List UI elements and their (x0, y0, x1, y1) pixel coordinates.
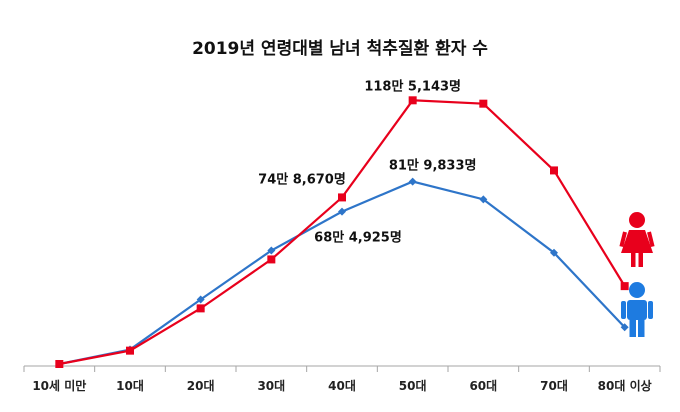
female-icon (619, 212, 655, 267)
data-label: 68만 4,925명 (314, 230, 402, 246)
chart-title: 2019년 연령대별 남녀 척추질환 환자 수 (192, 38, 488, 59)
data-point-male (479, 195, 488, 204)
x-tick-label: 80대 이상 (598, 378, 652, 393)
data-point-male (408, 177, 417, 186)
data-point-female (338, 193, 346, 202)
data-point-male (267, 246, 276, 255)
data-point-female (55, 360, 64, 368)
data-point-female (196, 304, 205, 313)
data-point-female (620, 282, 629, 291)
data-label: 81만 9,833명 (389, 158, 477, 174)
x-tick-label: 50대 (399, 379, 427, 393)
series-layer (55, 96, 629, 368)
x-tick-label: 60대 (469, 379, 497, 393)
x-axis: 10세 미만 10대 20대 30대 40대 50대 60대 70대 80대 이상 (23, 365, 661, 393)
x-tick-label: 30대 (257, 379, 285, 393)
x-tick-label: 10대 (116, 379, 144, 393)
annotation-layer: 118만 5,143명 74만 8,670명 81만 9,833명 68만 4,925… (258, 78, 476, 245)
data-label: 74만 8,670명 (258, 171, 346, 187)
data-point-male (550, 248, 558, 257)
x-tick-label: 70대 (540, 379, 568, 393)
data-point-female (408, 96, 417, 105)
data-point-male (620, 323, 629, 332)
male-icon (621, 282, 653, 337)
data-point-male (338, 207, 346, 216)
data-label: 118만 5,143명 (364, 78, 461, 94)
data-point-female (479, 99, 488, 108)
x-tick-label: 40대 (328, 379, 356, 393)
x-tick-label: 20대 (187, 379, 215, 393)
data-point-female (267, 255, 276, 264)
data-point-female (550, 166, 558, 175)
data-point-male (196, 295, 205, 304)
x-tick-label: 10세 미만 (32, 378, 86, 393)
data-point-female (126, 346, 134, 355)
